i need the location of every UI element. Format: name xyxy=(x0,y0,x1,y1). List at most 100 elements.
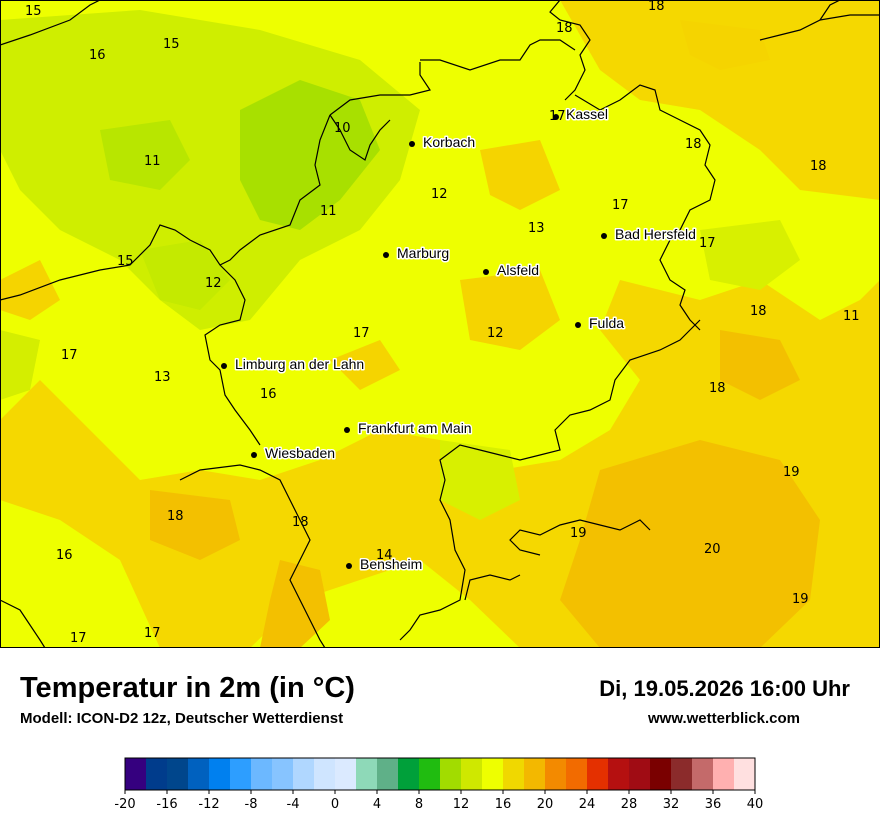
city-label-frankfurt: Frankfurt am Main xyxy=(358,420,472,436)
temp-label: 19 xyxy=(783,465,800,480)
city-dot xyxy=(409,141,415,147)
temp-label: 11 xyxy=(320,204,337,219)
legend-tick-label: 24 xyxy=(579,797,596,812)
legend-swatch xyxy=(419,758,441,790)
temp-label: 18 xyxy=(685,137,702,152)
legend-tick-label: 0 xyxy=(331,797,339,812)
temp-label: 16 xyxy=(260,387,277,402)
legend-swatch xyxy=(545,758,567,790)
legend-tick-label: -12 xyxy=(198,797,219,812)
cool-regions xyxy=(0,10,800,520)
city-dot xyxy=(575,322,581,328)
legend-swatch xyxy=(167,758,189,790)
website-link[interactable]: www.wetterblick.com xyxy=(648,710,800,727)
city-dot xyxy=(221,363,227,369)
legend-swatch xyxy=(335,758,357,790)
city-label-limburg: Limburg an der Lahn xyxy=(235,356,364,372)
temp-label: 19 xyxy=(570,526,587,541)
city-dot xyxy=(483,269,489,275)
legend-swatch xyxy=(230,758,252,790)
map-footer: Temperatur in 2m (in °C) Modell: ICON-D2… xyxy=(0,648,880,830)
legend-tick-label: 40 xyxy=(747,797,764,812)
city-label-marburg: Marburg xyxy=(397,245,449,261)
city-dot xyxy=(346,563,352,569)
temp-label: 18 xyxy=(810,159,827,174)
temperature-labels: 15 15 16 18 18 17 10 18 11 18 12 17 11 1… xyxy=(25,0,860,646)
map-canvas: 15 15 16 18 18 17 10 18 11 18 12 17 11 1… xyxy=(0,0,880,648)
legend-swatch xyxy=(566,758,588,790)
temp-label: 11 xyxy=(843,309,860,324)
legend-tick-label: 36 xyxy=(705,797,722,812)
temp-label: 18 xyxy=(709,381,726,396)
legend-tick-label: -8 xyxy=(245,797,258,812)
city-dot xyxy=(553,114,559,120)
legend-swatch xyxy=(272,758,294,790)
color-legend: -20 -16 -12 -8 -4 0 4 8 12 16 20 24 28 32 36 40 xyxy=(114,757,763,812)
city-dot xyxy=(251,452,257,458)
temp-label: 19 xyxy=(792,592,809,607)
temp-label: 18 xyxy=(292,515,309,530)
legend-swatch xyxy=(293,758,315,790)
legend-swatch xyxy=(629,758,651,790)
legend-tick-label: 4 xyxy=(373,797,381,812)
legend-tick-label: 28 xyxy=(621,797,638,812)
temp-label: 11 xyxy=(144,154,161,169)
temperature-map: 15 15 16 18 18 17 10 18 11 18 12 17 11 1… xyxy=(0,0,880,648)
legend-swatches xyxy=(124,757,756,791)
temp-label: 16 xyxy=(89,48,106,63)
legend-tick-label: -4 xyxy=(287,797,300,812)
temp-label: 18 xyxy=(556,21,573,36)
state-borders xyxy=(0,0,880,648)
legend-swatch xyxy=(314,758,336,790)
legend-swatch xyxy=(440,758,462,790)
legend-tick-label: 12 xyxy=(453,797,470,812)
legend-swatch xyxy=(482,758,504,790)
temp-label: 14 xyxy=(376,548,393,563)
legend-swatch xyxy=(608,758,630,790)
legend-swatch xyxy=(188,758,210,790)
legend-tick-label: -16 xyxy=(156,797,177,812)
city-label-fulda: Fulda xyxy=(589,315,624,331)
legend-swatch xyxy=(524,758,546,790)
temp-label: 20 xyxy=(704,542,721,557)
legend-swatch xyxy=(671,758,693,790)
page-title: Temperatur in 2m (in °C) xyxy=(20,672,355,704)
temp-label: 15 xyxy=(163,37,180,52)
city-label-kassel: Kassel xyxy=(566,106,608,122)
legend-tick-label: 20 xyxy=(537,797,554,812)
temp-label: 18 xyxy=(648,0,665,14)
city-dot xyxy=(344,427,350,433)
legend-tick-label: 16 xyxy=(495,797,512,812)
legend-swatch xyxy=(251,758,273,790)
city-dot xyxy=(601,233,607,239)
temp-label: 15 xyxy=(25,4,42,19)
hot-regions xyxy=(150,330,820,648)
legend-swatch xyxy=(587,758,609,790)
legend-ticks: -20 -16 -12 -8 -4 0 4 8 12 16 20 24 28 32 36 40 xyxy=(114,790,763,812)
model-subtitle: Modell: ICON-D2 12z, Deutscher Wetterdie… xyxy=(20,710,344,727)
legend-swatch xyxy=(461,758,483,790)
temp-label: 17 xyxy=(353,326,370,341)
legend-swatch xyxy=(713,758,735,790)
temp-label: 12 xyxy=(487,326,504,341)
temp-label: 12 xyxy=(205,276,222,291)
legend-frame xyxy=(124,757,756,791)
temp-label: 13 xyxy=(528,221,545,236)
city-label-alsfeld: Alsfeld xyxy=(497,262,539,278)
legend-swatch xyxy=(209,758,231,790)
city-dot xyxy=(383,252,389,258)
legend-swatch xyxy=(356,758,378,790)
legend-swatch xyxy=(377,758,399,790)
legend-swatch xyxy=(125,758,147,790)
city-markers: Kassel Korbach Bad Hersfeld Marburg Alsf… xyxy=(221,105,697,574)
temp-label: 17 xyxy=(70,631,87,646)
temp-label: 15 xyxy=(117,254,134,269)
temp-label: 17 xyxy=(612,198,629,213)
temp-label: 17 xyxy=(61,348,78,363)
legend-tick-label: -20 xyxy=(114,797,135,812)
forecast-datetime: Di, 19.05.2026 16:00 Uhr xyxy=(599,676,850,701)
legend-tick-label: 8 xyxy=(415,797,423,812)
city-label-wiesbaden: Wiesbaden xyxy=(265,445,335,461)
temp-label: 10 xyxy=(334,121,351,136)
temp-label: 12 xyxy=(431,187,448,202)
